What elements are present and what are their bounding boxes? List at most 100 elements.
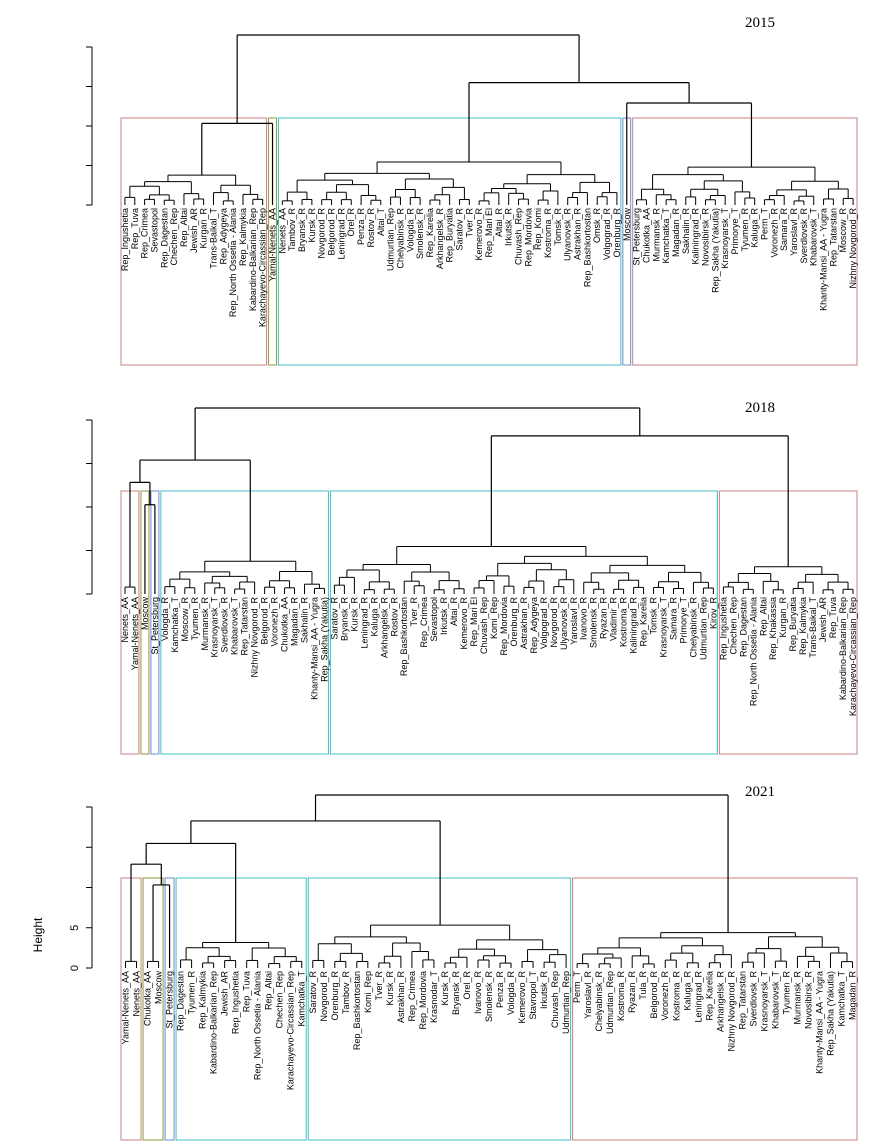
- leaf-label: Orenburg_R: [509, 597, 519, 647]
- leaf-label: Penza_R: [356, 208, 366, 246]
- leaf-label: Moscow: [622, 208, 632, 242]
- leaf-label: Rep_Dagestan: [176, 971, 186, 1031]
- leaf-label: Rep_Crimea: [140, 208, 150, 259]
- leaf-label: Karachayevo-Circassian_Rep: [258, 208, 268, 327]
- leaf-label: Smolensk_R: [589, 597, 599, 649]
- leaf-label: Kamchatka_T: [170, 597, 180, 653]
- leaf-label: Chechen_Rep: [275, 971, 285, 1029]
- leaf-label: Vladimir_R: [609, 597, 619, 642]
- leaf-label: Vologda_R: [160, 597, 170, 642]
- leaf-label: Nizhny Novgorod_R: [250, 597, 260, 678]
- leaf-label: Vologda_R: [405, 208, 415, 253]
- leaf-label: Chukotka_AA: [280, 597, 290, 652]
- leaf-label: Jewish_AR: [818, 597, 828, 643]
- leaf-label: Arkhangelsk_R: [379, 596, 389, 658]
- leaf-label: Kursk_R: [307, 208, 317, 243]
- leaf-label: Sakhalin_R: [300, 597, 310, 644]
- leaf-label: Rep_Komi: [533, 208, 543, 250]
- leaf-label: Sakhalin_R: [681, 208, 691, 255]
- leaf-label: Udmurtian_Rep: [605, 971, 615, 1034]
- leaf-label: Kemerovo_R: [459, 597, 469, 650]
- leaf-label: Vologda_R: [506, 971, 516, 1016]
- leaf-label: Rep_Buryatia: [445, 208, 455, 263]
- leaf-label: Rep_Karelia: [704, 971, 714, 1021]
- leaf-label: Nizhny Novgorod_R: [848, 208, 858, 289]
- leaf-label: St_Petersburg: [150, 597, 160, 655]
- leaf-label: Rep_Khakassia: [768, 597, 778, 660]
- y-axis-label: Height: [31, 917, 45, 952]
- leaf-label: Penza_R: [495, 971, 505, 1009]
- leaf-label: Kemerovo_R: [474, 208, 484, 261]
- leaf-label: Kemerovo_R: [517, 971, 527, 1024]
- leaf-label: Jewish_AR: [220, 971, 230, 1017]
- leaf-label: Orel_R: [462, 971, 472, 1000]
- leaf-label: Leningrad_R: [336, 208, 346, 260]
- leaf-label: Kostroma_R: [543, 208, 553, 259]
- leaf-label: Voronezh_R: [769, 208, 779, 258]
- y-tick-label: 0: [69, 965, 81, 971]
- leaf-label: Belgorod_R: [260, 596, 270, 644]
- leaf-label: Udmurtian_Rep: [561, 971, 571, 1034]
- leaf-label: Primorye_T: [678, 597, 688, 644]
- leaf-label: Chukotka_AA: [641, 208, 651, 263]
- leaf-label: Kostroma_R: [616, 971, 626, 1022]
- leaf-label: Rep_Adygeya: [218, 208, 228, 265]
- cluster-box: [164, 877, 175, 1141]
- leaf-label: Perm_T: [572, 971, 582, 1004]
- leaf-label: Rep_North Ossetia - Alania: [253, 971, 263, 1080]
- leaf-label: Krasnoyarsk_T: [720, 208, 730, 269]
- leaf-label: Kabardino-Balkarian_Rep: [209, 971, 219, 1074]
- leaf-label: Rostov_R: [366, 207, 376, 247]
- leaf-label: Rep_Ingushetia: [120, 208, 130, 271]
- leaf-label: Sverdlovsk_R: [748, 971, 758, 1027]
- leaf-label: Primorye_T: [730, 208, 740, 255]
- leaf-label: Kaluga_R: [682, 971, 692, 1011]
- leaf-label: Chelyabinsk_R: [594, 971, 604, 1032]
- leaf-label: Rep_Buryatia: [788, 597, 798, 652]
- leaf-label: Tula_R: [638, 971, 648, 1000]
- leaf-label: Tyumen_R: [187, 971, 197, 1015]
- leaf-label: Murmansk_R: [651, 208, 661, 262]
- leaf-label: Kirov_R: [708, 597, 718, 630]
- leaf-label: Moscow_R: [838, 208, 848, 253]
- cluster-box: [307, 877, 572, 1141]
- leaf-label: Saratov_R: [329, 597, 339, 640]
- leaf-label: Kurgan_R: [199, 208, 209, 249]
- leaf-label: Tambov_R: [341, 971, 351, 1015]
- leaf-label: Rep_Tatarstan: [737, 971, 747, 1030]
- leaf-label: Kaluga_R: [369, 597, 379, 637]
- leaf-label: Moscow: [140, 597, 150, 631]
- leaf-label: Rep_Bashkortostan: [352, 971, 362, 1050]
- leaf-label: Kursk_R: [385, 971, 395, 1006]
- leaf-label: Rep_North Ossetia - Alania: [748, 597, 758, 706]
- leaf-label: Krasnodar_T: [429, 971, 439, 1024]
- cluster-box: [632, 117, 858, 366]
- leaf-label: Orel_R: [346, 208, 356, 237]
- panel-title: 2015: [745, 15, 775, 31]
- leaf-label: Tomsk_R: [553, 208, 563, 246]
- leaf-label: Smolensk_R: [484, 971, 494, 1023]
- leaf-label: Yamal-Nenets_AA: [268, 208, 278, 281]
- leaf-label: Rep_Tatarstan: [828, 208, 838, 267]
- leaf-label: Chuvash_Rep: [550, 971, 560, 1028]
- leaf-label: Moscow: [154, 971, 164, 1005]
- leaf-label: Kamchatka_T: [297, 971, 307, 1027]
- leaf-label: Magadan_R: [290, 597, 300, 647]
- leaf-label: Rep_Mordovia: [523, 208, 533, 267]
- leaf-label: Irkutsk_R: [504, 208, 514, 247]
- leaf-label: Ulyanovsk_R: [563, 208, 573, 262]
- leaf-label: Kabardino-Balkarian_Rep: [248, 208, 258, 311]
- leaf-label: Kostroma_R: [619, 597, 629, 648]
- leaf-label: Rep_Bashkortostan: [582, 208, 592, 287]
- cluster-box: [572, 877, 858, 1141]
- leaf-label: Rep_Altai: [179, 208, 189, 247]
- leaf-label: Orenburg_R: [612, 208, 622, 258]
- leaf-label: Rep_Sakha (Yakutia): [825, 971, 835, 1056]
- leaf-label: Nizhny Novgorod_R: [726, 971, 736, 1052]
- leaf-label: Rep_Sakha (Yakutia): [710, 208, 720, 293]
- leaf-label: Rep_Tuva: [130, 208, 140, 249]
- leaf-label: Astrakhan_R: [519, 597, 529, 650]
- leaf-label: Bryansk_R: [451, 970, 461, 1015]
- leaf-label: Chuvash_Rep: [514, 208, 524, 265]
- leaf-label: Rep_Tuva: [828, 597, 838, 638]
